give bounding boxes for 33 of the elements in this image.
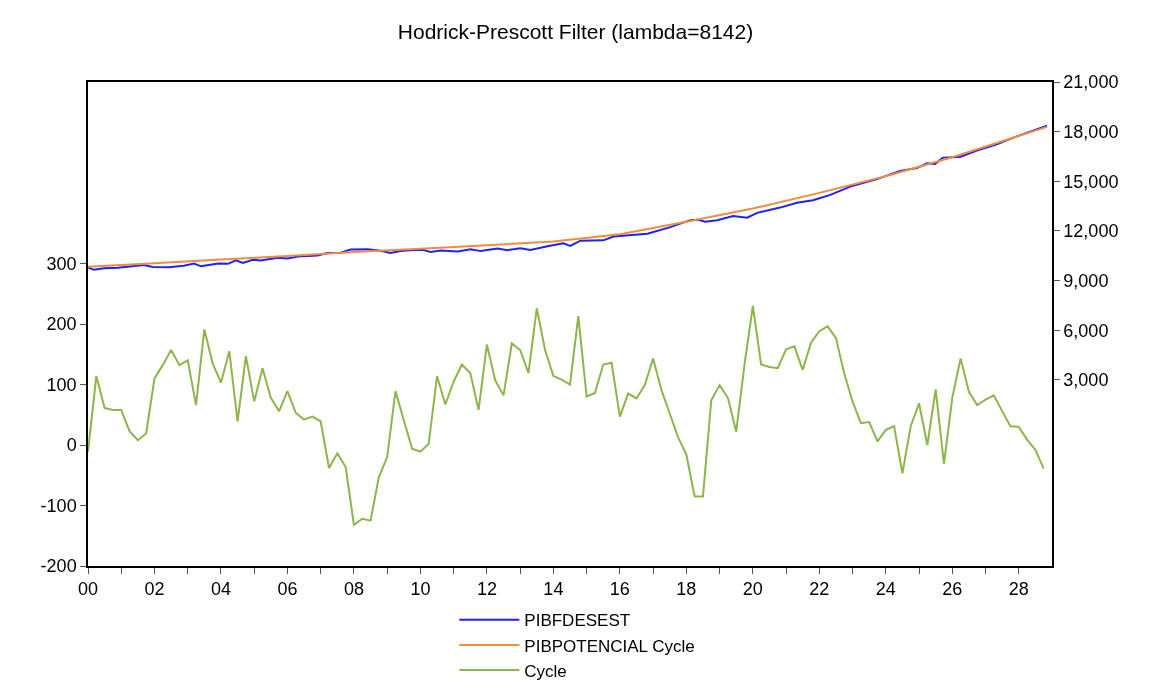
y2-tick-label: 3,000 <box>1063 370 1109 391</box>
y-tick-label: -200 <box>40 556 77 577</box>
x-tick-label: 00 <box>77 579 99 600</box>
y-tick-label: -100 <box>40 495 77 516</box>
x-tick-label: 10 <box>410 579 431 600</box>
y2-tick-label: 15,000 <box>1063 171 1119 192</box>
x-tick-label: 08 <box>343 579 364 600</box>
x-tick-label: 28 <box>1008 579 1029 600</box>
legend-label: PIBPOTENCIAL Cycle <box>524 636 695 656</box>
y-tick-label: 0 <box>66 435 77 456</box>
x-tick-label: 06 <box>277 579 298 600</box>
legend-label: Cycle <box>524 661 567 681</box>
x-tick-label: 26 <box>942 579 963 600</box>
x-tick-label: 24 <box>875 579 896 600</box>
x-tick-label: 22 <box>809 579 830 600</box>
x-tick-label: 16 <box>609 579 630 600</box>
x-tick-label: 20 <box>742 579 763 600</box>
y-tick-label: 100 <box>46 374 77 395</box>
y2-tick-label: 9,000 <box>1063 270 1109 291</box>
line-series <box>88 304 1045 526</box>
y2-tick-label: 12,000 <box>1063 221 1119 242</box>
y2-tick-label: 21,000 <box>1063 72 1119 93</box>
y2-tick-label: 18,000 <box>1063 121 1119 142</box>
x-tick-label: 02 <box>144 579 165 600</box>
x-tick-label: 04 <box>210 579 231 600</box>
x-tick-label: 18 <box>676 579 697 600</box>
y-tick-label: 200 <box>46 314 77 335</box>
y-tick-label: 300 <box>46 253 77 274</box>
chart-title: Hodrick-Prescott Filter (lambda=8142) <box>397 20 754 44</box>
x-tick-label: 12 <box>476 579 497 600</box>
x-tick-label: 14 <box>543 579 564 600</box>
y2-tick-label: 6,000 <box>1063 320 1109 341</box>
legend-label: PIBFDESEST <box>524 611 631 631</box>
